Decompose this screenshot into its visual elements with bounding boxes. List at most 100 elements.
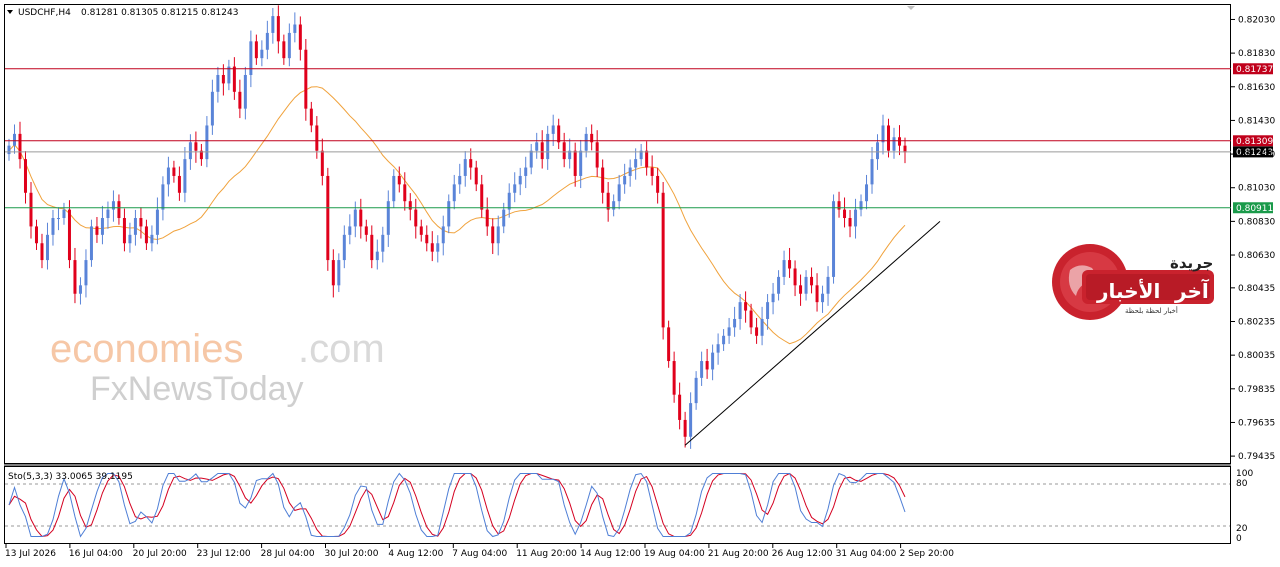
candle-body (7, 145, 11, 155)
oscillator-lines (8, 472, 906, 538)
candle-body (452, 184, 456, 202)
time-tick-label: 13 Jul 2026 (5, 549, 56, 559)
logo-top-text: جريدة (1170, 254, 1213, 272)
candle-body (639, 150, 643, 160)
candle-body (656, 175, 660, 193)
time-tick-label: 4 Aug 12:00 (388, 549, 443, 559)
candles-series (7, 5, 907, 449)
time-tick-label: 20 Jul 20:00 (133, 549, 187, 559)
candle-body (122, 218, 126, 244)
stoch-main-line (8, 472, 906, 538)
candle-body (645, 150, 649, 168)
candle-body (606, 192, 610, 210)
candle-body (40, 243, 44, 261)
candle-body (419, 226, 423, 235)
price-tick-label: 0.81230 (1238, 150, 1275, 160)
time-tick-label: 11 Aug 20:00 (516, 549, 577, 559)
candle-body (161, 184, 165, 210)
price-tick-label: 0.79435 (1238, 452, 1275, 462)
level-tag (1233, 135, 1273, 147)
candle-body (793, 268, 797, 286)
candle-body (474, 167, 478, 185)
candle-body (403, 184, 407, 202)
candle-body (441, 226, 445, 244)
time-tick-label: 28 Jul 04:00 (261, 549, 315, 559)
candle-body (12, 133, 16, 146)
candle-body (271, 16, 275, 33)
time-tick-label: 7 Aug 04:00 (452, 549, 507, 559)
candle-body (716, 344, 720, 353)
candle-body (293, 24, 297, 33)
candle-body (183, 159, 187, 193)
osc-level-20: 20 (1236, 524, 1248, 534)
candle-body (634, 159, 638, 168)
time-tick-label: 31 Aug 04:00 (836, 549, 897, 559)
candle-body (903, 145, 907, 153)
candle-body (18, 133, 22, 160)
candle-body (870, 159, 874, 185)
candle-body (463, 159, 467, 176)
candle-body (238, 91, 242, 109)
moving-average (8, 86, 906, 345)
candle-body (51, 218, 55, 235)
candle-body (73, 260, 77, 294)
candle-body (612, 201, 616, 210)
candle-body (788, 260, 792, 269)
candle-body (815, 285, 819, 303)
candle-body (810, 276, 814, 286)
candle-body (260, 49, 264, 59)
candle-body (843, 209, 847, 219)
candle-body (320, 150, 324, 176)
oscillator-levels (5, 483, 1230, 527)
symbol-dropdown-icon[interactable] (7, 10, 13, 14)
candle-body (386, 201, 390, 235)
time-tick-label: 2 Sep 20:00 (900, 549, 955, 559)
candle-body (771, 293, 775, 303)
candle-body (826, 276, 830, 294)
osc-level-80: 80 (1236, 479, 1248, 489)
candle-body (254, 41, 258, 59)
candle-body (29, 192, 33, 227)
time-tick-label: 14 Aug 12:00 (580, 549, 641, 559)
ma-line (8, 86, 906, 345)
candle-body (364, 226, 368, 235)
candle-body (661, 192, 665, 328)
osc-level-0: 0 (1236, 534, 1242, 544)
candle-body (155, 209, 159, 235)
candle-body (34, 226, 38, 244)
candle-body (326, 175, 330, 261)
candle-body (414, 209, 418, 227)
candle-body (216, 74, 220, 92)
candle-body (848, 218, 852, 227)
candle-body (777, 276, 781, 294)
level-tag (1233, 146, 1273, 158)
candle-body (562, 142, 566, 160)
candle-body (89, 226, 93, 261)
candle-body (628, 167, 632, 176)
candle-body (315, 125, 319, 151)
main-plot-frame (4, 4, 1231, 464)
candle-body (227, 66, 231, 84)
scroll-marker-icon[interactable] (907, 6, 915, 10)
candle-body (276, 16, 280, 42)
candle-body (45, 234, 49, 261)
candle-body (392, 175, 396, 202)
candle-body (573, 150, 577, 176)
candle-body (221, 74, 225, 84)
candle-body (56, 218, 60, 220)
candle-body (331, 260, 335, 286)
candle-body (243, 74, 247, 109)
trendline[interactable] (684, 221, 941, 446)
candle-body (95, 226, 99, 235)
candle-body (727, 327, 731, 336)
level-tag (1233, 63, 1273, 75)
candle-body (898, 137, 902, 146)
candle-body (854, 209, 858, 227)
price-tick-label: 0.80630 (1238, 251, 1275, 261)
candle-body (359, 209, 363, 227)
oscillator-label: Sto(5,3,3) 33.0065 39.1195 (8, 472, 133, 482)
candle-body (177, 175, 181, 193)
price-tick-label: 0.81830 (1238, 49, 1275, 59)
candle-body (535, 142, 539, 151)
